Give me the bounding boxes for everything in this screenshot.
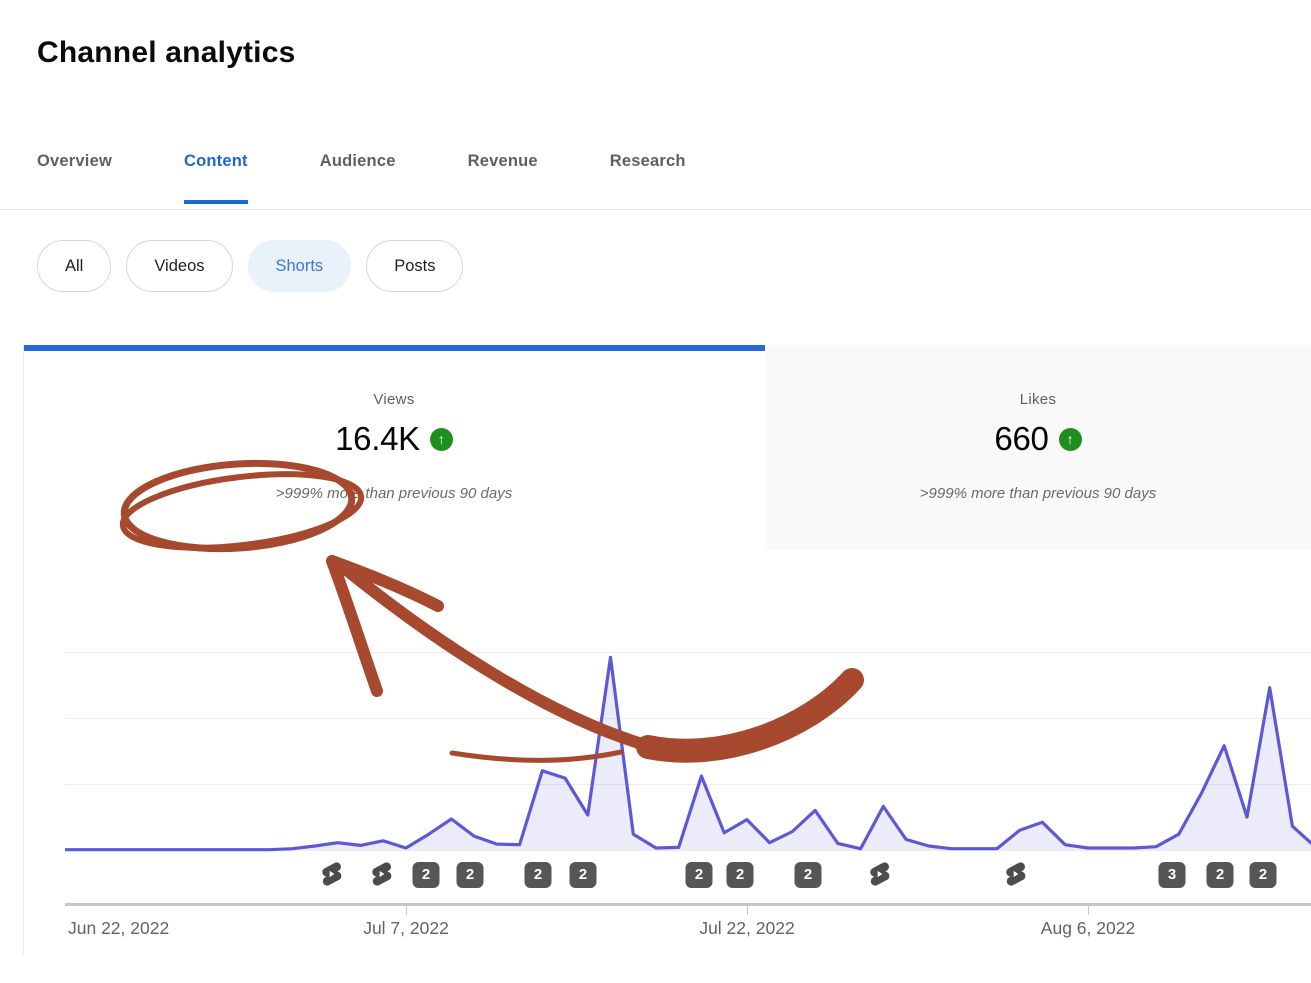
tabs-divider [0, 209, 1311, 210]
tab-overview[interactable]: Overview [37, 152, 112, 170]
shorts-icon[interactable] [866, 860, 896, 890]
metric-card-likes[interactable]: Likes 660 ↑ >999% more than previous 90 … [765, 345, 1311, 550]
x-axis-tick [747, 906, 748, 915]
shorts-count-badge[interactable]: 2 [569, 862, 597, 888]
trend-up-icon: ↑ [1058, 427, 1082, 451]
shorts-count-badge[interactable]: 2 [412, 862, 440, 888]
chip-shorts[interactable]: Shorts [247, 240, 352, 292]
tab-research[interactable]: Research [609, 152, 686, 170]
x-axis-label: Aug 6, 2022 [1040, 918, 1136, 938]
likes-comparison: >999% more than previous 90 days [919, 485, 1157, 502]
likes-label: Likes [1019, 391, 1057, 408]
shorts-count-badge[interactable]: 2 [1249, 862, 1277, 888]
gridline [65, 652, 1311, 653]
shorts-icon[interactable] [318, 860, 348, 890]
tab-audience[interactable]: Audience [319, 152, 396, 170]
analytics-tabs: Overview Content Audience Revenue Resear… [37, 152, 686, 204]
format-filter-chips: All Videos Shorts Posts [37, 240, 464, 292]
shorts-count-badge[interactable]: 2 [794, 862, 822, 888]
views-value: 16.4K [335, 420, 420, 457]
chip-posts[interactable]: Posts [366, 240, 464, 292]
shorts-count-badge[interactable]: 2 [685, 862, 713, 888]
tab-content[interactable]: Content [183, 152, 248, 204]
views-area-chart[interactable] [65, 560, 1311, 852]
shorts-count-badge[interactable]: 2 [456, 862, 484, 888]
x-axis-tick [1088, 906, 1089, 915]
page-title: Channel analytics [37, 36, 296, 69]
shorts-icon[interactable] [1002, 860, 1032, 890]
gridline [65, 784, 1311, 785]
shorts-count-badge[interactable]: 3 [1158, 862, 1186, 888]
x-axis-label: Jul 7, 2022 [363, 918, 449, 938]
shorts-icon[interactable] [368, 860, 398, 890]
shorts-count-badge[interactable]: 2 [726, 862, 754, 888]
tab-revenue[interactable]: Revenue [467, 152, 538, 170]
x-axis-label: Jul 22, 2022 [699, 918, 795, 938]
gridline [65, 850, 1311, 851]
chip-videos[interactable]: Videos [126, 240, 233, 292]
metric-cards: Views 16.4K ↑ >999% more than previous 9… [23, 345, 1311, 550]
card-left-border [23, 345, 24, 955]
x-axis-line [65, 903, 1311, 906]
x-axis-label: Jun 22, 2022 [68, 918, 170, 938]
metric-card-views[interactable]: Views 16.4K ↑ >999% more than previous 9… [23, 345, 765, 550]
trend-up-icon: ↑ [429, 427, 453, 451]
views-label: Views [373, 391, 415, 408]
chip-all[interactable]: All [37, 240, 112, 292]
views-value-row: 16.4K ↑ [335, 420, 453, 458]
likes-value: 660 [994, 420, 1049, 457]
x-axis-tick [406, 906, 407, 915]
chart-area-fill [65, 657, 1311, 850]
chart-line [65, 655, 1311, 852]
shorts-count-badge[interactable]: 2 [1206, 862, 1234, 888]
shorts-count-badge[interactable]: 2 [524, 862, 552, 888]
likes-value-row: 660 ↑ [994, 420, 1082, 458]
views-comparison: >999% more than previous 90 days [275, 485, 513, 502]
